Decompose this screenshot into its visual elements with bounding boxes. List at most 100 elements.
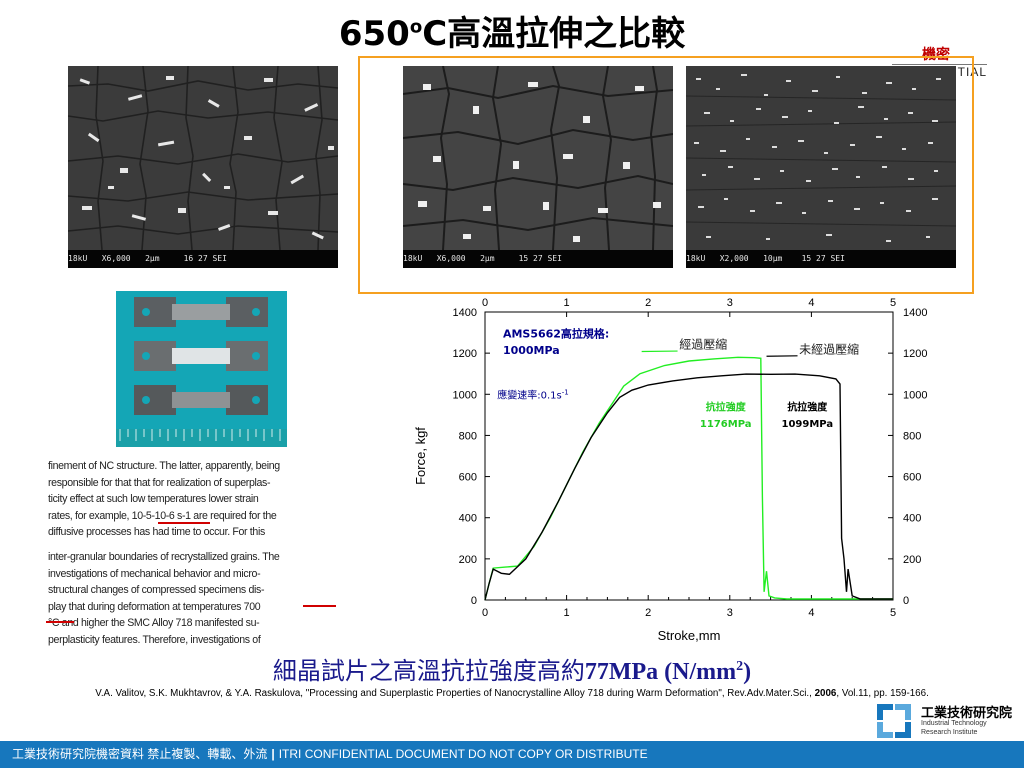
y-axis-label: Force, kgf bbox=[413, 427, 428, 485]
excerpt-line: investigations of mechanical behavior an… bbox=[48, 567, 261, 580]
excerpt-line: perplasticity features. Therefore, inves… bbox=[48, 633, 261, 646]
footer-en: ITRI CONFIDENTIAL DOCUMENT DO NOT COPY O… bbox=[278, 747, 648, 761]
x-tick-label-top: 4 bbox=[808, 297, 814, 309]
sem-caption-1: 18kU X6,000 2μm 16 27 SEI bbox=[68, 250, 338, 268]
conclusion-close: ) bbox=[743, 659, 752, 685]
confidential-divider bbox=[892, 64, 987, 65]
citation-year: 2006 bbox=[814, 688, 837, 699]
sem-image-1: 18kU X6,000 2μm 16 27 SEI bbox=[68, 66, 338, 268]
footer-zh: 工業技術研究院機密資料 禁止複製、轉載、外流 bbox=[12, 747, 268, 761]
page-title: 650oC高溫拉伸之比較 bbox=[0, 6, 1024, 55]
y-tick-label-right: 600 bbox=[903, 472, 921, 484]
y-tick-label: 800 bbox=[459, 430, 477, 442]
strain-rate-annotation: 應變速率:0.1s-1 bbox=[497, 388, 568, 401]
y-tick-label-right: 1000 bbox=[903, 389, 927, 401]
x-tick-label: 2 bbox=[645, 607, 651, 619]
excerpt-line: ticity effect at such low temperatures l… bbox=[48, 493, 259, 506]
sem-caption-3: 18kU X2,000 10μm 15 27 SEI bbox=[686, 250, 956, 268]
strain-rate-text: 應變速率:0.1s bbox=[497, 388, 561, 401]
x-tick-label: 1 bbox=[564, 607, 570, 619]
logo-en-1: Industrial Technology bbox=[921, 720, 987, 727]
highlight-frame bbox=[358, 56, 974, 294]
x-tick-label-top: 5 bbox=[890, 297, 896, 309]
tensile-specimens-illustration bbox=[116, 291, 287, 447]
citation: V.A. Valitov, S.K. Mukhtavrov, & Y.A. Ra… bbox=[0, 688, 1024, 699]
x-tick-label: 0 bbox=[482, 607, 488, 619]
y-tick-label: 1200 bbox=[453, 348, 477, 360]
confidential-en: TIAL bbox=[957, 65, 987, 79]
paper-excerpt: finement of NC structure. The latter, ap… bbox=[46, 458, 338, 646]
y-tick-label: 1400 bbox=[453, 307, 477, 319]
plot-frame bbox=[484, 311, 894, 601]
y-tick-label-right: 800 bbox=[903, 430, 921, 442]
specimen-3 bbox=[134, 385, 268, 415]
itri-logo: 工業技術研究院 Industrial Technology Research I… bbox=[877, 702, 1022, 740]
sem-image-2: 18kU X6,000 2μm 15 27 SEI bbox=[403, 66, 673, 268]
citation-text: V.A. Valitov, S.K. Mukhtavrov, & Y.A. Ra… bbox=[95, 688, 815, 699]
x-tick-label: 5 bbox=[890, 607, 896, 619]
excerpt-line: diffusive processes has had time to occu… bbox=[48, 526, 265, 539]
footer-separator: | bbox=[271, 747, 275, 761]
excerpt-line: rates, for example, 10-5-10-6 s-1 are re… bbox=[48, 509, 277, 522]
x-tick-label-top: 3 bbox=[727, 297, 733, 309]
x-axis-label: Stroke,mm bbox=[658, 628, 721, 643]
conclusion-zh: 細晶試片之高溫抗拉強度高約 bbox=[272, 657, 585, 685]
title-number: 650 bbox=[338, 14, 410, 54]
sem-microstructure-3 bbox=[686, 66, 956, 250]
conclusion-sup: 2 bbox=[736, 659, 744, 674]
strain-rate-sup: -1 bbox=[562, 388, 569, 396]
y-tick-label: 600 bbox=[459, 472, 477, 484]
confidential-zh: 機密 bbox=[922, 46, 950, 62]
x-tick-label: 4 bbox=[808, 607, 814, 619]
y-tick-label-right: 200 bbox=[903, 554, 921, 566]
citation-tail: , Vol.11, pp. 159-166. bbox=[836, 688, 929, 699]
specimen-1 bbox=[134, 297, 268, 327]
conclusion-text: 細晶試片之高溫抗拉強度高約77MPa (N/mm2) bbox=[0, 651, 1024, 686]
y-tick-label-right: 1400 bbox=[903, 307, 927, 319]
legend-compressed: 經過壓縮 bbox=[679, 337, 727, 352]
sem-microstructure-1 bbox=[68, 66, 338, 251]
y-tick-label: 0 bbox=[471, 595, 477, 607]
spec-annotation-line1: AMS5662高拉規格: bbox=[503, 327, 609, 341]
logo-zh: 工業技術研究院 bbox=[921, 706, 1013, 721]
temperature-underline-2 bbox=[46, 621, 74, 623]
temperature-underline-1 bbox=[303, 605, 336, 607]
logo-en-2: Research Institute bbox=[921, 729, 978, 736]
y-tick-label: 400 bbox=[459, 513, 477, 525]
y-tick-label: 200 bbox=[459, 554, 477, 566]
x-tick-label: 3 bbox=[727, 607, 733, 619]
tensile-strength-value-uncompressed: 1099MPa bbox=[782, 419, 834, 430]
spec-annotation-line2: 1000MPa bbox=[503, 344, 560, 357]
excerpt-line: °C and higher the SMC Alloy 718 manifest… bbox=[48, 617, 260, 630]
legend-uncompressed: 未經過壓縮 bbox=[799, 342, 859, 357]
title-unit: C bbox=[422, 14, 448, 54]
y-tick-label: 1000 bbox=[453, 389, 477, 401]
excerpt-line: responsible for that that for realizatio… bbox=[48, 476, 271, 489]
sem-image-3: 18kU X2,000 10μm 15 27 SEI bbox=[686, 66, 956, 268]
title-text: 高溫拉伸之比較 bbox=[447, 14, 686, 54]
sem-microstructure-2 bbox=[403, 66, 673, 251]
sem-caption-2: 18kU X6,000 2μm 15 27 SEI bbox=[403, 250, 673, 268]
excerpt-line: finement of NC structure. The latter, ap… bbox=[48, 460, 280, 472]
tensile-strength-value-compressed: 1176MPa bbox=[700, 419, 752, 430]
excerpt-line: inter-granular boundaries of recrystalli… bbox=[48, 550, 280, 563]
specimen-2 bbox=[134, 341, 268, 371]
x-tick-label-top: 0 bbox=[482, 297, 488, 309]
specimen-photo bbox=[116, 291, 287, 447]
y-tick-label-right: 1200 bbox=[903, 348, 927, 360]
excerpt-line: structural changes of compressed specime… bbox=[48, 584, 265, 597]
tensile-strength-label-compressed: 抗拉強度 bbox=[706, 401, 747, 414]
confidential-footer: 工業技術研究院機密資料 禁止複製、轉載、外流 | ITRI CONFIDENTIAL… bbox=[0, 741, 1024, 768]
x-tick-label-top: 1 bbox=[564, 297, 570, 309]
series-line-compressed bbox=[484, 356, 893, 601]
x-tick-label-top: 2 bbox=[645, 297, 651, 309]
confidential-mark: 機密 TIAL bbox=[892, 44, 992, 84]
y-tick-label-right: 400 bbox=[903, 513, 921, 525]
y-tick-label-right: 0 bbox=[903, 595, 909, 607]
excerpt-line: play that during deformation at temperat… bbox=[48, 600, 261, 613]
title-degree: o bbox=[409, 16, 423, 38]
tensile-strength-label-uncompressed: 抗拉強度 bbox=[787, 401, 828, 414]
strain-rate-underline bbox=[158, 522, 210, 524]
conclusion-value: 77MPa (N/mm bbox=[584, 659, 737, 685]
